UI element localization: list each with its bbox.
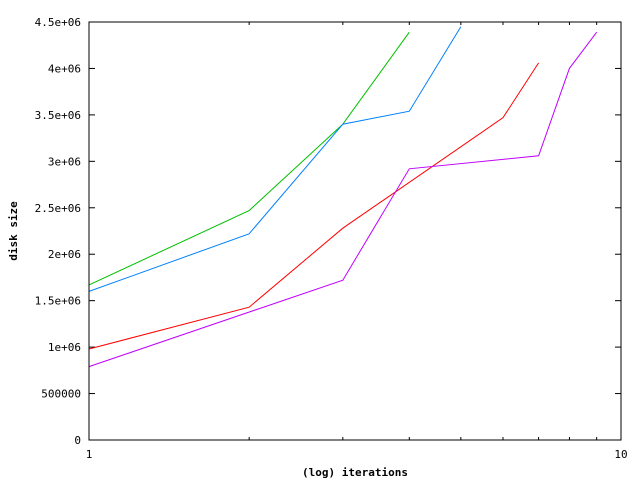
y-tick-label: 4.5e+06 [35, 16, 81, 29]
y-tick-label: 3.5e+06 [35, 109, 81, 122]
y-tick-marks [89, 21, 621, 441]
series-line-4 [88, 31, 598, 368]
x-tick-marks [88, 22, 622, 440]
y-tick-label: 2e+06 [48, 248, 81, 261]
y-tick-label: 4e+06 [48, 62, 81, 75]
x-axis-title: (log) iterations [302, 466, 408, 479]
x-tick-label: 10 [614, 448, 627, 461]
y-tick-label: 2.5e+06 [35, 202, 81, 215]
x-tick-label: 1 [86, 448, 93, 461]
plot-frame [88, 21, 622, 441]
series-line-3 [88, 26, 462, 292]
y-tick-label: 1e+06 [48, 341, 81, 354]
series-line-2 [88, 31, 410, 286]
y-tick-label: 1.5e+06 [35, 295, 81, 308]
y-tick-label: 3e+06 [48, 155, 81, 168]
series-line-1 [88, 62, 540, 350]
series-lines [88, 26, 598, 368]
y-axis-title: disk size [7, 201, 20, 261]
y-tick-label: 0 [74, 434, 81, 447]
y-tick-label: 500000 [41, 388, 81, 401]
y-tick-labels: 0 500000 1e+06 1.5e+06 2e+06 2.5e+06 3e+06 3.5e… [35, 16, 81, 447]
x-tick-labels: 1 10 [86, 448, 628, 461]
